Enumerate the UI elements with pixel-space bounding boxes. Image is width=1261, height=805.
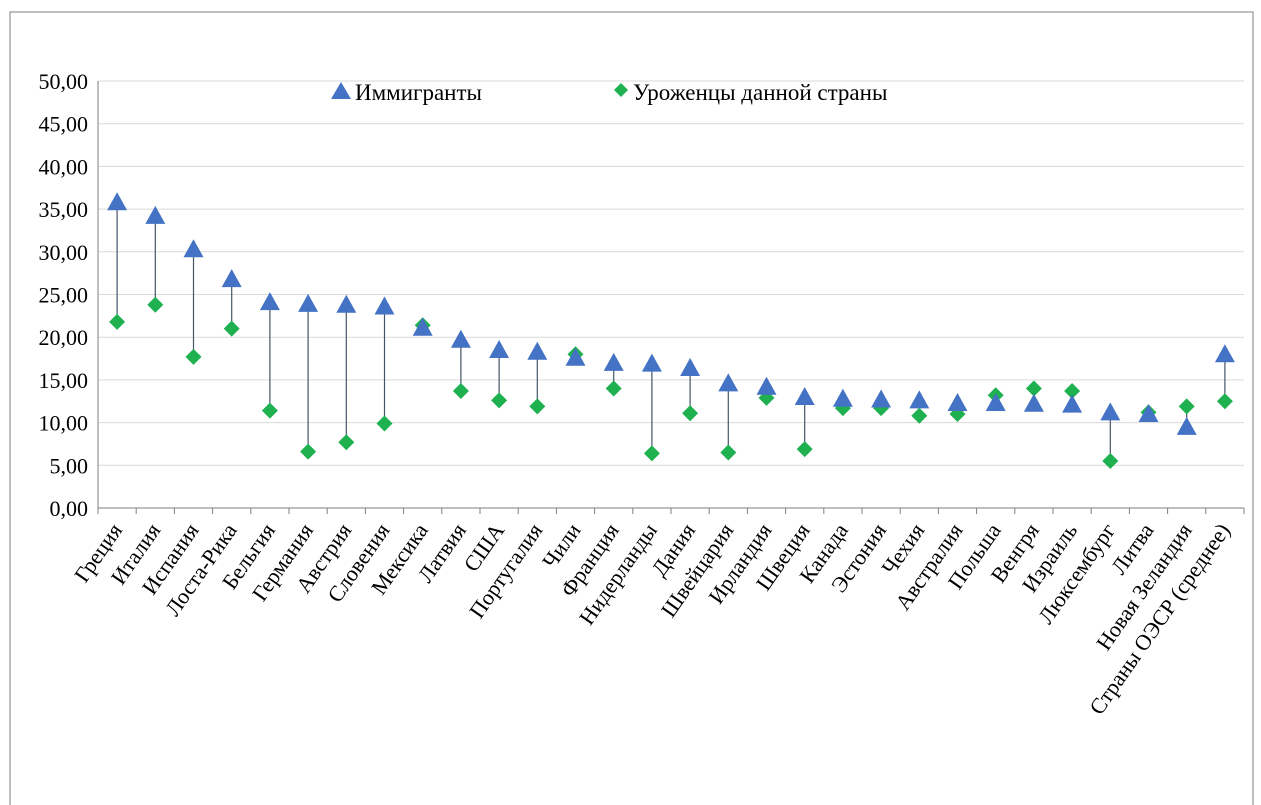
point-immigrants	[527, 341, 548, 360]
point-immigrants	[298, 293, 319, 312]
point-immigrants	[985, 392, 1006, 411]
point-immigrants	[374, 296, 395, 315]
point-natives	[261, 402, 278, 419]
point-natives	[1025, 380, 1042, 397]
point-natives	[338, 434, 355, 451]
legend-label-natives: Уроженцы данной страны	[633, 80, 887, 105]
point-immigrants	[794, 386, 815, 405]
y-axis-tick-labels: 0,00 5,00 10,00 15,00 20,00 25,00 30,00 35,00 40…	[39, 69, 89, 521]
point-natives	[376, 415, 393, 432]
point-immigrants	[336, 294, 357, 313]
legend: Иммигранты Уроженцы данной страны	[331, 80, 887, 105]
point-immigrants	[259, 292, 280, 311]
point-immigrants	[412, 317, 433, 336]
point-immigrants	[1062, 394, 1083, 413]
y-tick-label: 25,00	[39, 283, 89, 308]
y-tick-label: 0,00	[50, 496, 89, 521]
point-natives	[1064, 383, 1081, 400]
y-tick-label: 45,00	[39, 112, 89, 137]
legend-marker-natives	[614, 83, 628, 97]
legend-label-immigrants: Иммигранты	[355, 80, 482, 105]
point-immigrants	[947, 392, 968, 411]
point-natives	[682, 405, 699, 422]
y-tick-label: 50,00	[39, 69, 89, 94]
data-markers	[107, 192, 1235, 470]
point-natives	[1178, 398, 1195, 415]
gridlines	[98, 80, 1244, 466]
point-natives	[109, 313, 126, 330]
point-immigrants	[565, 347, 586, 366]
point-natives	[529, 398, 546, 415]
point-natives	[1216, 393, 1233, 410]
point-immigrants	[756, 376, 777, 395]
y-tick-label: 30,00	[39, 240, 89, 265]
y-tick-label: 35,00	[39, 197, 89, 222]
chart-frame	[9, 11, 1254, 805]
point-immigrants	[489, 340, 510, 359]
point-natives	[300, 443, 317, 460]
point-immigrants	[1023, 393, 1044, 412]
point-immigrants	[718, 373, 739, 392]
point-natives	[720, 444, 737, 461]
point-immigrants	[641, 353, 662, 372]
point-immigrants	[183, 239, 204, 258]
point-natives	[605, 380, 622, 397]
point-immigrants	[1100, 402, 1121, 421]
point-natives	[491, 392, 508, 409]
point-immigrants	[221, 269, 242, 288]
point-natives	[911, 407, 928, 424]
y-tick-label: 15,00	[39, 368, 89, 393]
point-immigrants	[1176, 416, 1197, 435]
point-immigrants	[871, 389, 892, 408]
y-tick-label: 40,00	[39, 154, 89, 179]
point-immigrants	[145, 205, 166, 224]
legend-marker-immigrants	[331, 82, 351, 99]
point-natives	[185, 348, 202, 365]
point-immigrants	[909, 390, 930, 409]
point-immigrants	[450, 329, 471, 348]
point-immigrants	[680, 357, 701, 376]
y-tick-label: 5,00	[50, 453, 89, 478]
point-natives	[147, 296, 164, 313]
point-natives	[643, 445, 660, 462]
point-immigrants	[832, 388, 853, 407]
axes	[97, 81, 1245, 514]
point-natives	[223, 320, 240, 337]
y-tick-label: 20,00	[39, 325, 89, 350]
point-natives	[1102, 453, 1119, 470]
point-immigrants	[1214, 344, 1235, 363]
y-tick-label: 10,00	[39, 411, 89, 436]
point-natives	[452, 383, 469, 400]
point-immigrants	[1138, 404, 1159, 423]
point-natives	[796, 441, 813, 458]
point-immigrants	[603, 352, 624, 371]
point-immigrants	[107, 192, 128, 211]
